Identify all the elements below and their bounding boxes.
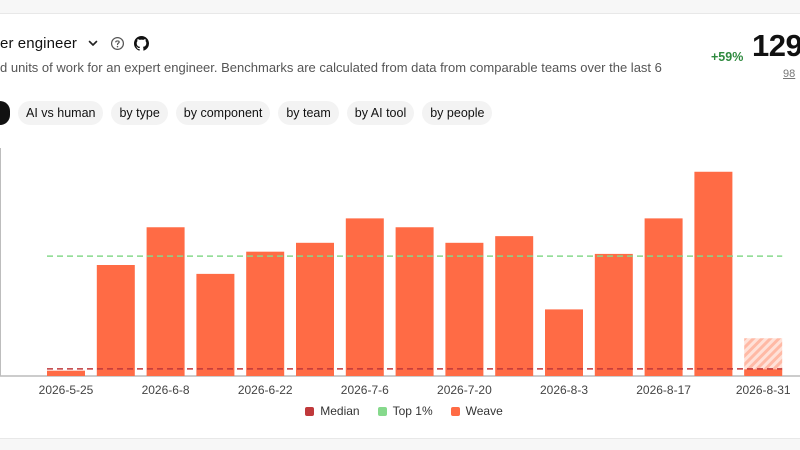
x-tick-label: 2026-7-20 — [437, 383, 492, 396]
tab-by-team[interactable]: by team — [278, 101, 339, 125]
x-tick-label: 2026-6-22 — [238, 383, 293, 396]
bar-2026-7-20[interactable] — [445, 242, 484, 376]
x-tick-label: 2026-6-8 — [142, 383, 190, 396]
legend-weave-label: Weave — [465, 404, 503, 418]
legend-top1[interactable]: Top 1% — [377, 404, 433, 418]
chart-legend: Median Top 1% Weave — [0, 404, 800, 418]
tab-by-ai-tool[interactable]: by AI tool — [346, 101, 415, 125]
kpi-sub-value[interactable]: 98 — [783, 68, 796, 80]
bar-2026-5-25[interactable] — [47, 370, 85, 376]
title-row: er engineer — [0, 33, 149, 53]
weave-swatch — [450, 406, 460, 416]
chart-subtitle: d units of work for an expert engineer. … — [0, 60, 662, 75]
x-tick-label: 2026-8-3 — [540, 383, 588, 396]
tab-by-type[interactable]: by type — [111, 101, 168, 125]
bar-2026-8-31[interactable] — [744, 369, 783, 376]
bar-2026-6-15[interactable] — [196, 273, 235, 376]
bar-2026-8-10[interactable] — [594, 253, 633, 376]
bar-2026-7-27[interactable] — [495, 236, 534, 376]
bar-chart: 2026-5-25 2026-6-8 2026-6-22 2026-7-6 2026-7… — [0, 148, 800, 396]
bar-2026-8-24[interactable] — [694, 171, 733, 376]
x-tick-label: 2026-8-31 — [736, 383, 791, 396]
tab-by-people[interactable]: by people — [422, 101, 493, 125]
x-tick-label: 2026-7-6 — [341, 383, 389, 396]
kpi-value: 129 — [752, 28, 800, 63]
x-tick-label: 2026-8-17 — [636, 383, 691, 396]
help-icon[interactable] — [109, 35, 125, 51]
tab-ai-vs-human[interactable]: AI vs human — [18, 101, 104, 125]
chart-title: er engineer — [0, 34, 77, 52]
breakdown-tabs: AI vs human by type by component by team… — [0, 101, 493, 125]
tab-by-component[interactable]: by component — [175, 101, 271, 125]
bar-2026-6-29[interactable] — [296, 242, 334, 376]
tab-active-edge[interactable] — [0, 101, 10, 125]
legend-median-label: Median — [320, 404, 360, 418]
bar-2026-7-13[interactable] — [395, 227, 434, 376]
bar-2026-8-3[interactable] — [545, 309, 583, 376]
legend-weave[interactable]: Weave — [450, 404, 503, 418]
bar-2026-6-1[interactable] — [96, 265, 135, 376]
median-swatch — [305, 406, 315, 416]
bar-2026-6-8[interactable] — [146, 227, 185, 376]
chevron-down-icon[interactable] — [85, 35, 101, 51]
bar-2026-6-22[interactable] — [246, 251, 285, 376]
github-icon[interactable] — [133, 35, 149, 51]
legend-median[interactable]: Median — [305, 404, 360, 418]
bar-2026-7-6[interactable] — [345, 218, 384, 376]
x-tick-label: 2026-5-25 — [39, 383, 94, 396]
top1-swatch — [377, 406, 387, 416]
legend-top1-label: Top 1% — [392, 404, 433, 418]
kpi-change: +59% — [711, 50, 744, 64]
bar-2026-8-17[interactable] — [644, 218, 683, 376]
